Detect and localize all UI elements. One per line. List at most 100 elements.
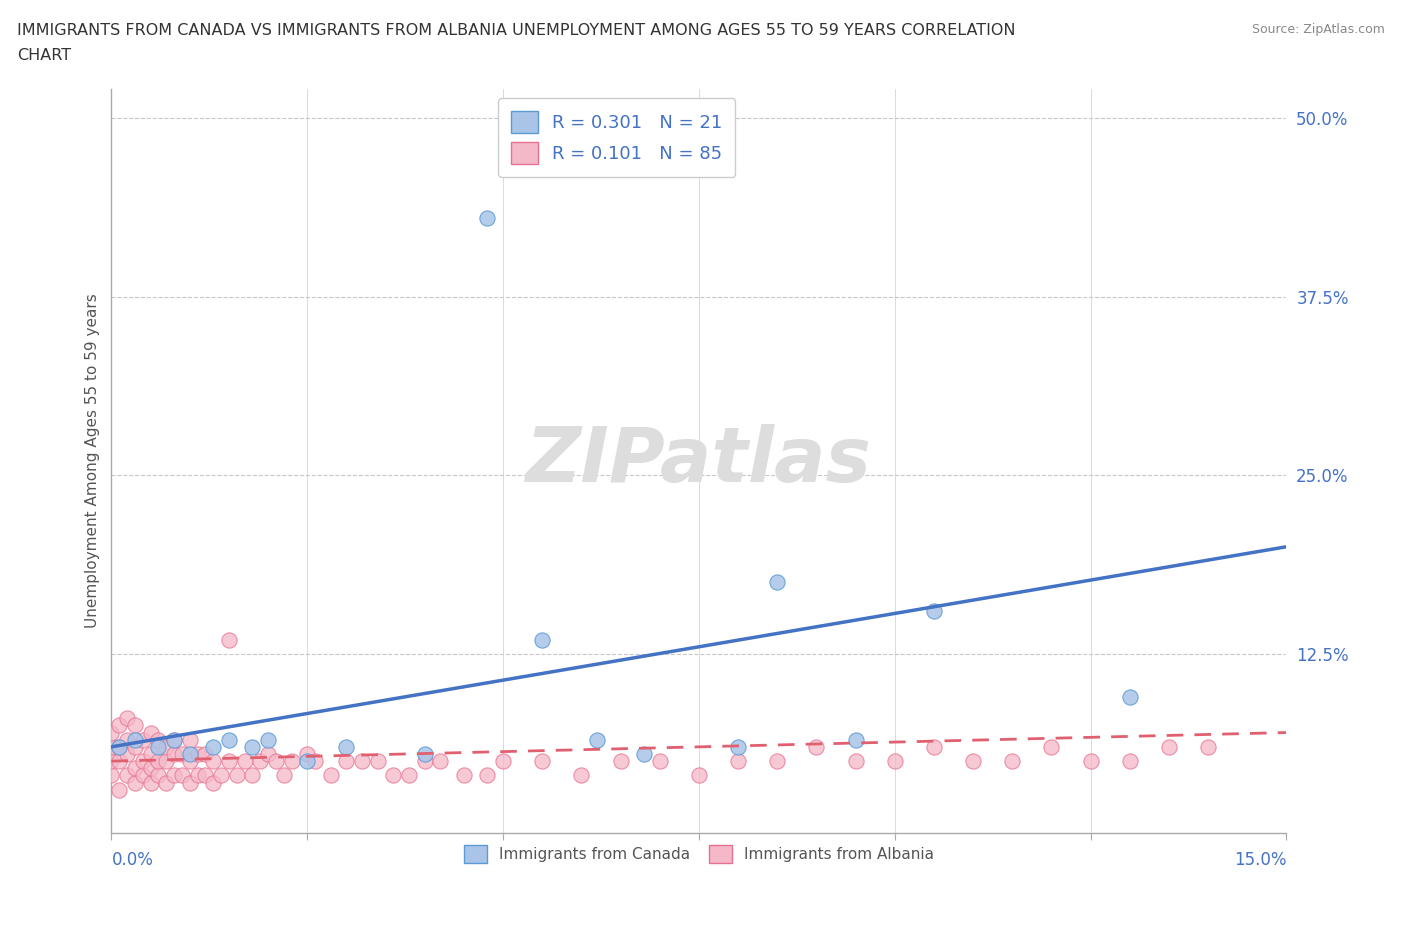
Point <box>883 753 905 768</box>
Point <box>108 718 131 733</box>
Point <box>727 739 749 754</box>
Point <box>242 739 264 754</box>
Point <box>845 753 868 768</box>
Text: CHART: CHART <box>17 48 70 63</box>
Point <box>225 768 247 783</box>
Point <box>609 753 631 768</box>
Point <box>108 753 131 768</box>
Point <box>124 775 146 790</box>
Point <box>163 747 186 762</box>
Text: ZIPatlas: ZIPatlas <box>526 424 872 498</box>
Point <box>170 747 193 762</box>
Point <box>242 768 264 783</box>
Point <box>766 575 789 590</box>
Point <box>962 753 984 768</box>
Point <box>155 775 177 790</box>
Point <box>139 725 162 740</box>
Point <box>1119 753 1142 768</box>
Point <box>382 768 405 783</box>
Point <box>766 753 789 768</box>
Point <box>100 725 122 740</box>
Point <box>264 753 287 768</box>
Point <box>1157 739 1180 754</box>
Point <box>155 753 177 768</box>
Point <box>115 732 138 747</box>
Point <box>492 753 515 768</box>
Point <box>163 768 186 783</box>
Point <box>273 768 295 783</box>
Text: 15.0%: 15.0% <box>1234 851 1286 870</box>
Point <box>648 753 671 768</box>
Point <box>202 753 225 768</box>
Point <box>1119 689 1142 704</box>
Point <box>148 753 170 768</box>
Point <box>398 768 420 783</box>
Point <box>249 753 271 768</box>
Point <box>179 732 201 747</box>
Point <box>209 768 232 783</box>
Point <box>179 775 201 790</box>
Point <box>179 747 201 762</box>
Point <box>108 782 131 797</box>
Point <box>304 753 326 768</box>
Point <box>429 753 451 768</box>
Point <box>148 739 170 754</box>
Point <box>124 739 146 754</box>
Y-axis label: Unemployment Among Ages 55 to 59 years: Unemployment Among Ages 55 to 59 years <box>86 294 100 629</box>
Point <box>1197 739 1219 754</box>
Point <box>202 775 225 790</box>
Point <box>1001 753 1024 768</box>
Point <box>352 753 374 768</box>
Point <box>727 753 749 768</box>
Point <box>218 732 240 747</box>
Point <box>194 768 217 783</box>
Point <box>1080 753 1102 768</box>
Point <box>115 768 138 783</box>
Point <box>319 768 342 783</box>
Point <box>139 747 162 762</box>
Point <box>477 210 499 225</box>
Point <box>233 753 256 768</box>
Point <box>922 604 945 618</box>
Point <box>108 739 131 754</box>
Point <box>148 732 170 747</box>
Point <box>115 747 138 762</box>
Point <box>218 753 240 768</box>
Point <box>922 739 945 754</box>
Point <box>108 739 131 754</box>
Point <box>571 768 593 783</box>
Point <box>139 775 162 790</box>
Point <box>477 768 499 783</box>
Point <box>280 753 302 768</box>
Point <box>187 768 209 783</box>
Point <box>132 753 155 768</box>
Point <box>163 732 186 747</box>
Point <box>257 732 280 747</box>
Point <box>586 732 609 747</box>
Point <box>148 768 170 783</box>
Point <box>1040 739 1063 754</box>
Point <box>100 739 122 754</box>
Point <box>124 718 146 733</box>
Point <box>187 747 209 762</box>
Point <box>202 739 225 754</box>
Legend: Immigrants from Canada, Immigrants from Albania: Immigrants from Canada, Immigrants from … <box>458 839 941 870</box>
Point <box>806 739 828 754</box>
Point <box>124 732 146 747</box>
Text: IMMIGRANTS FROM CANADA VS IMMIGRANTS FROM ALBANIA UNEMPLOYMENT AMONG AGES 55 TO : IMMIGRANTS FROM CANADA VS IMMIGRANTS FRO… <box>17 23 1015 38</box>
Point <box>124 761 146 776</box>
Point <box>132 732 155 747</box>
Point <box>335 739 357 754</box>
Point <box>100 753 122 768</box>
Point <box>367 753 389 768</box>
Point <box>115 711 138 725</box>
Point <box>453 768 475 783</box>
Point <box>413 747 436 762</box>
Point <box>531 753 554 768</box>
Point <box>139 761 162 776</box>
Point <box>335 753 357 768</box>
Point <box>257 747 280 762</box>
Point <box>218 632 240 647</box>
Point <box>297 753 319 768</box>
Point <box>531 632 554 647</box>
